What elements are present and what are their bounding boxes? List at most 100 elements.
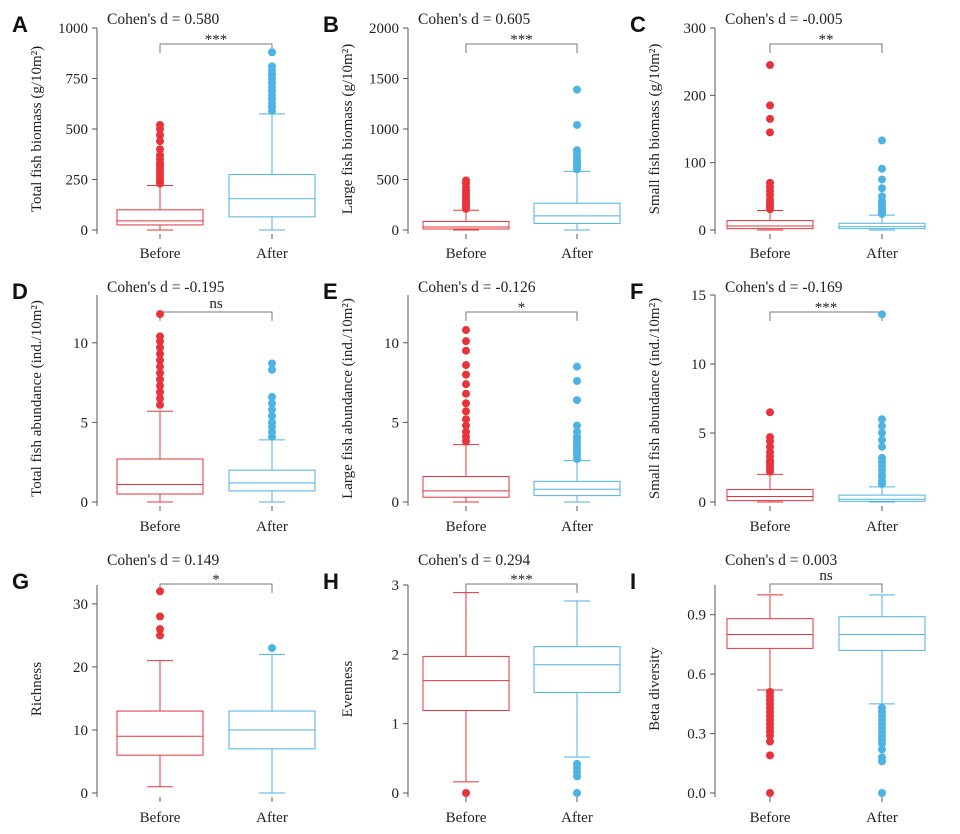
box-before <box>422 326 510 503</box>
outlier-point-before <box>462 346 470 355</box>
outlier-point-after <box>878 192 886 201</box>
box-after <box>838 594 926 797</box>
iqr-box-before <box>726 618 814 649</box>
outlier-point-after <box>268 62 276 71</box>
outlier-point-before <box>156 625 164 634</box>
y-tick-label: 5 <box>699 426 707 442</box>
category-label-after: After <box>561 519 593 535</box>
category-label-after: After <box>256 246 288 262</box>
y-axis-label: Total fish biomass (g/10m²) <box>29 46 45 212</box>
cohens-d-label: Cohen's d = 0.605 <box>418 11 531 28</box>
panel-h: H 0 1 2 3 Evenness Cohen's d = 0.294 *** Before A… <box>323 552 621 826</box>
y-tick-label: 0 <box>81 223 89 239</box>
outlier-point-before <box>766 789 774 797</box>
iqr-box-before <box>422 476 510 498</box>
box-before <box>116 310 204 503</box>
outlier-point-before <box>462 361 470 370</box>
panel-e: E 0 5 10 Large fish abundance (ind./10m²) Coh… <box>323 279 621 535</box>
y-tick-label: 2 <box>392 647 400 663</box>
outlier-point-before <box>156 394 164 403</box>
cohens-d-label: Cohen's d = -0.169 <box>725 279 843 296</box>
outlier-point-after <box>878 422 886 431</box>
box-after <box>533 362 621 503</box>
box-after <box>838 136 926 231</box>
significance-label: ns <box>209 296 223 312</box>
y-tick-label: 1000 <box>369 122 399 138</box>
outlier-point-after <box>573 146 581 155</box>
outlier-point-after <box>878 175 886 184</box>
outlier-point-before <box>766 751 774 760</box>
y-tick-label: 1500 <box>369 72 399 88</box>
panel-letter-i: I <box>630 569 636 594</box>
outlier-point-before <box>462 399 470 408</box>
y-tick-label: 500 <box>377 173 400 189</box>
y-tick-label: 3 <box>392 578 400 594</box>
outlier-point-after <box>878 310 886 319</box>
significance-label: *** <box>510 572 533 588</box>
box-after <box>533 600 621 797</box>
outlier-point-after <box>268 365 276 374</box>
outlier-point-after <box>268 418 276 427</box>
significance-label: ** <box>819 32 834 48</box>
category-label-after: After <box>866 810 898 826</box>
outlier-point-before <box>766 114 774 123</box>
y-tick-label: 10 <box>384 336 399 352</box>
y-tick-label: 20 <box>73 660 88 676</box>
outlier-point-before <box>156 612 164 621</box>
significance-label: *** <box>510 32 533 48</box>
panel-d: D 0 5 10 Total fish abundance (ind./10m²) Coh… <box>12 279 316 535</box>
box-after <box>838 310 926 503</box>
y-tick-label: 1 <box>392 717 400 733</box>
outlier-point-before <box>766 128 774 137</box>
panel-c: C 0 100 200 300 Small fish biomass (g/10m²) Co… <box>630 11 926 262</box>
box-before <box>726 61 814 231</box>
iqr-box-after <box>533 202 621 224</box>
outlier-point-before <box>462 789 470 797</box>
box-before <box>116 120 204 231</box>
box-before <box>116 587 204 788</box>
y-axis-label: Small fish abundance (ind./10m²) <box>647 298 663 499</box>
cohens-d-label: Cohen's d = -0.126 <box>418 279 536 296</box>
category-label-after: After <box>256 519 288 535</box>
y-tick-label: 10 <box>73 336 88 352</box>
y-tick-label: 250 <box>66 173 89 189</box>
box-after <box>533 85 621 231</box>
outlier-point-before <box>156 400 164 409</box>
y-axis-label: Evenness <box>340 661 356 718</box>
outlier-point-after <box>878 164 886 173</box>
outlier-point-before <box>156 145 164 154</box>
box-before <box>422 176 510 231</box>
y-tick-label: 0.9 <box>687 608 706 624</box>
y-tick-label: 1000 <box>58 21 88 37</box>
outlier-point-before <box>766 442 774 451</box>
outlier-point-after <box>268 392 276 401</box>
outlier-point-before <box>156 388 164 397</box>
outlier-point-before <box>766 687 774 696</box>
box-before <box>422 592 510 797</box>
cohens-d-label: Cohen's d = -0.195 <box>107 279 225 296</box>
outlier-point-before <box>766 408 774 417</box>
outlier-point-before <box>462 407 470 416</box>
y-tick-label: 30 <box>73 597 88 613</box>
outlier-point-after <box>573 120 581 129</box>
outlier-point-before <box>462 389 470 398</box>
outlier-point-before <box>156 131 164 140</box>
panel-letter-d: D <box>12 279 28 304</box>
iqr-box-after <box>838 222 926 230</box>
outlier-point-after <box>878 184 886 193</box>
outlier-point-before <box>462 370 470 379</box>
outlier-point-after <box>878 429 886 437</box>
y-axis-label: Large fish abundance (ind./10m²) <box>340 298 356 499</box>
iqr-box-after <box>838 494 926 502</box>
outlier-point-before <box>766 61 774 70</box>
outlier-point-before <box>766 178 774 187</box>
outlier-point-before <box>462 326 470 335</box>
y-tick-label: 0.3 <box>687 727 706 743</box>
category-label-before: Before <box>750 810 791 826</box>
outlier-point-before <box>156 349 164 358</box>
category-label-before: Before <box>140 246 181 262</box>
outlier-point-before <box>766 737 774 746</box>
category-label-before: Before <box>446 519 487 535</box>
cohens-d-label: Cohen's d = -0.005 <box>725 11 843 28</box>
y-axis-label: Large fish biomass (g/10m²) <box>340 44 356 214</box>
